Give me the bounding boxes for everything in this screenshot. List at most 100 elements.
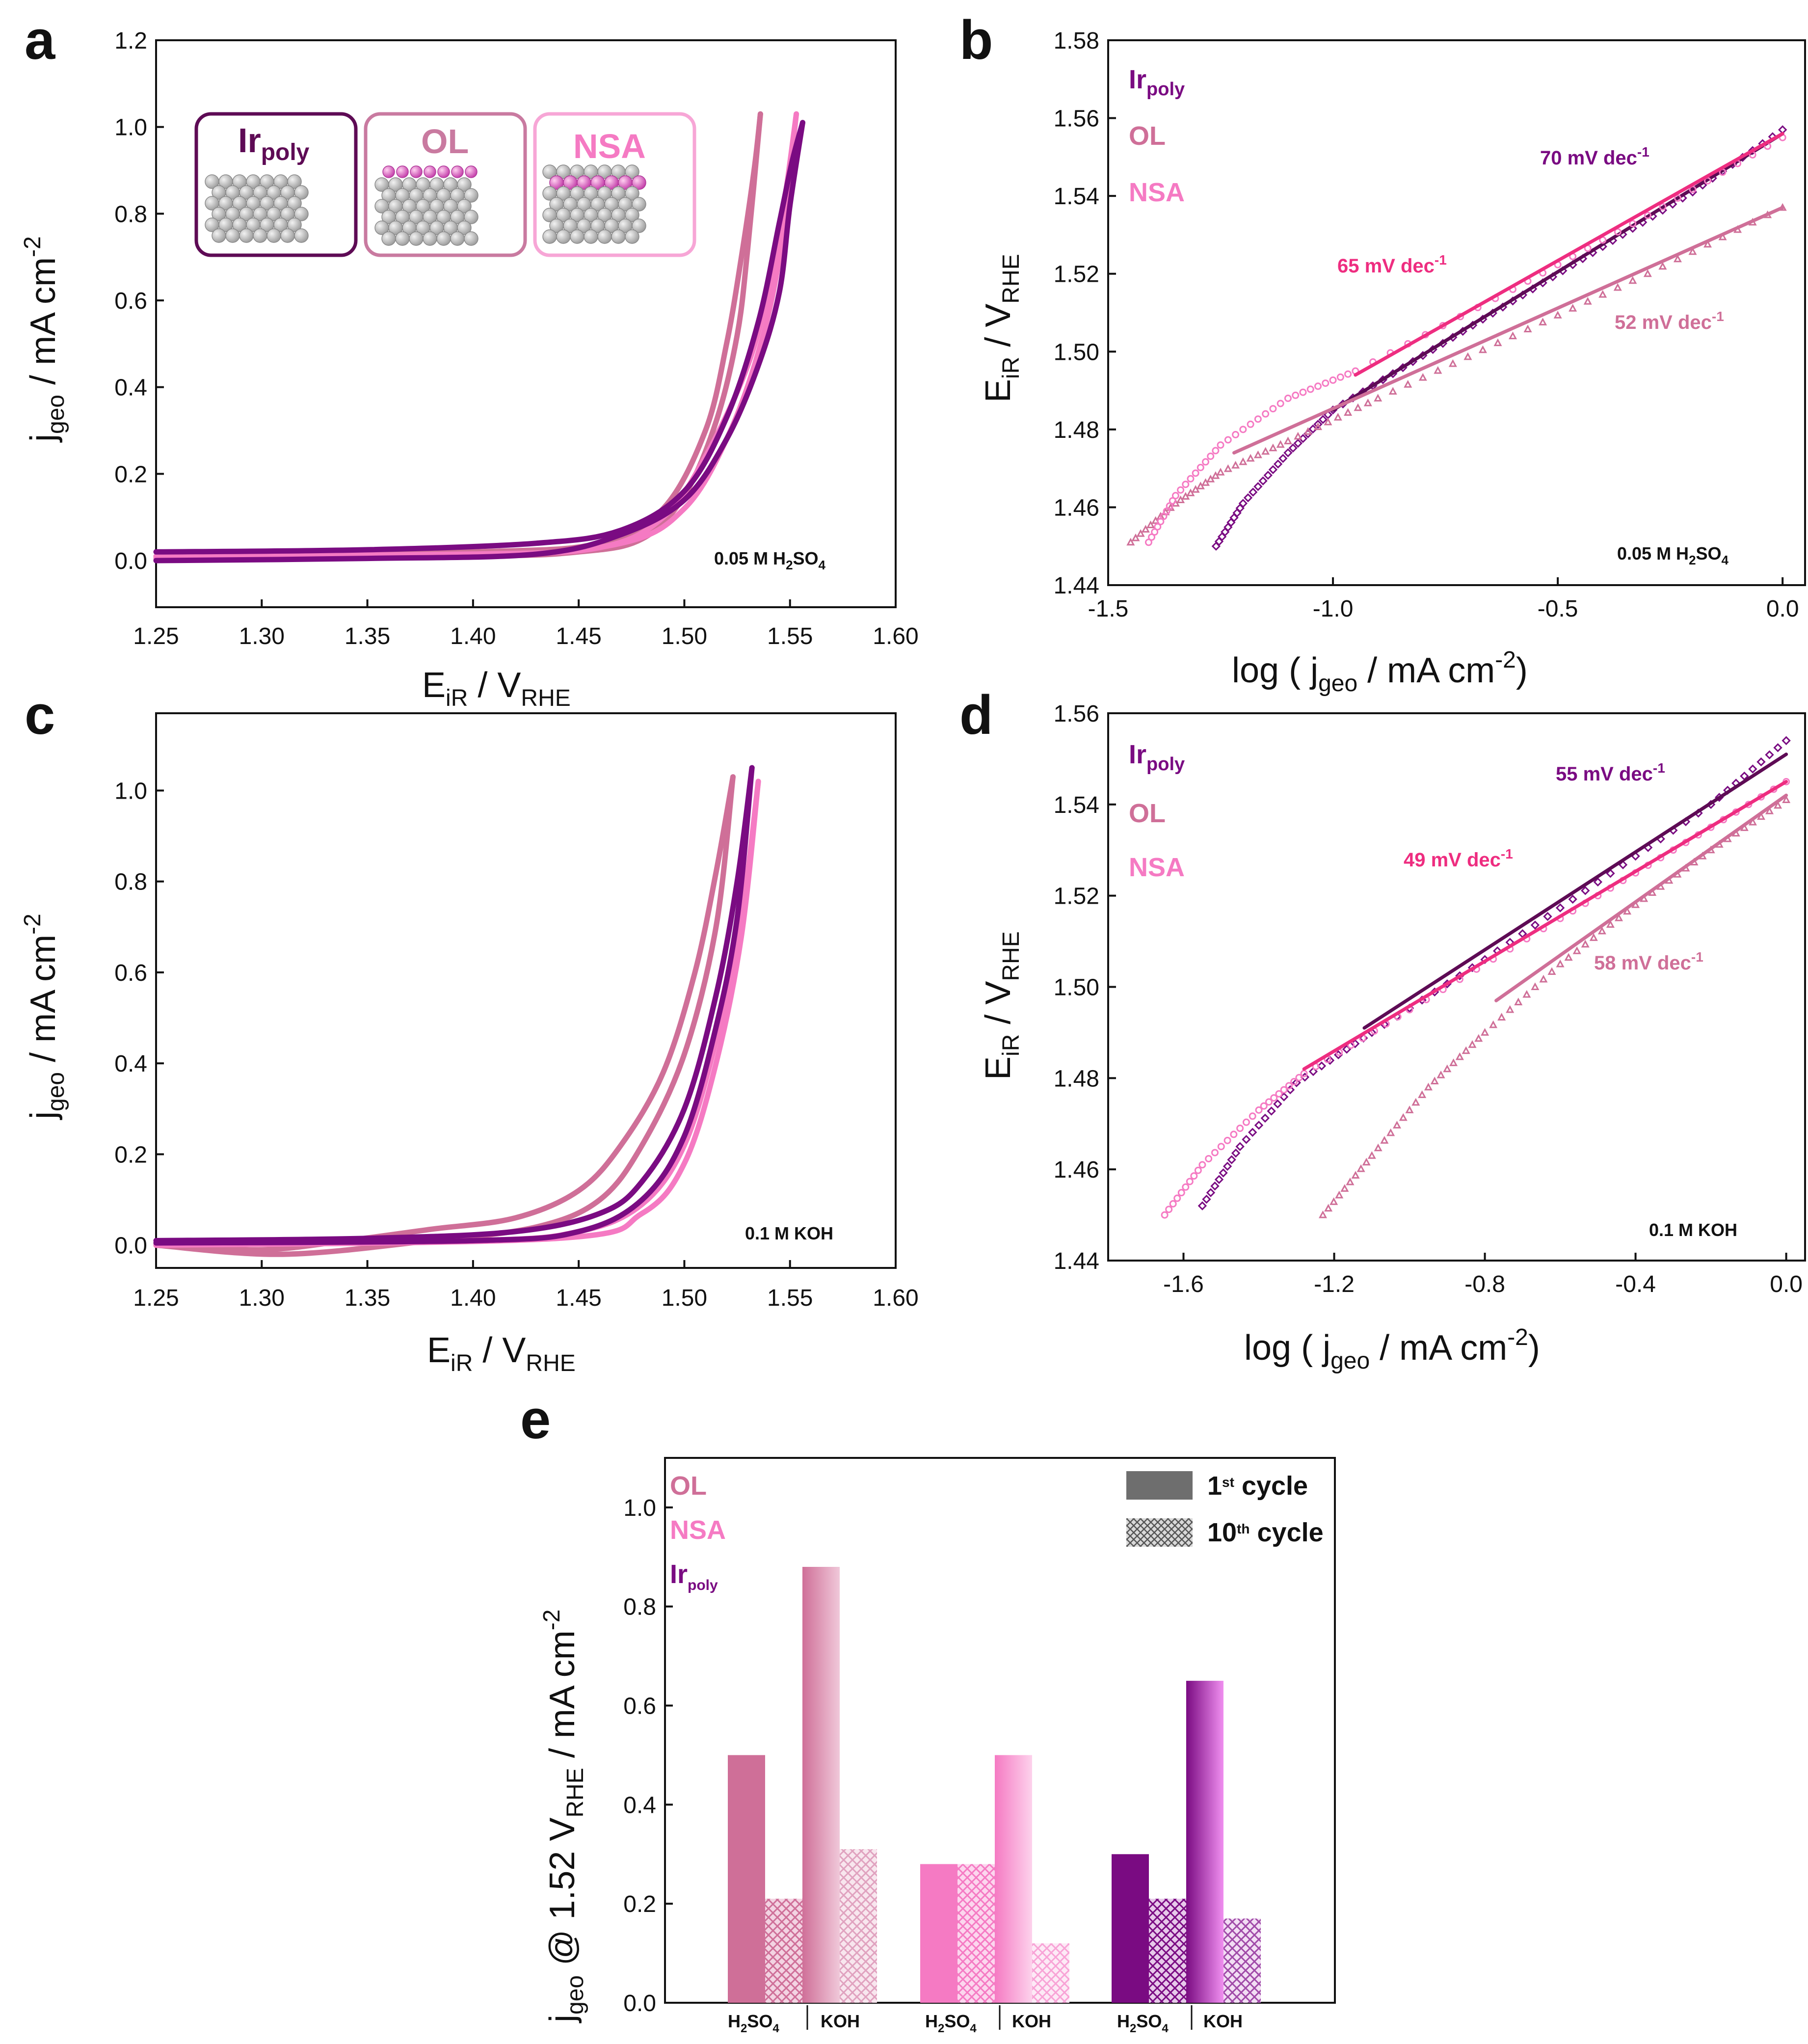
panel-d-point-ol — [1335, 1190, 1344, 1199]
panel-b-point-nsa — [1177, 486, 1185, 494]
panel-d-point-ir-poly — [1568, 894, 1577, 904]
panel-e-ytick-label: 0.2 — [623, 1891, 656, 1917]
panel-b-point-ol — [1206, 475, 1215, 483]
panel-b-point-nsa — [1196, 463, 1204, 471]
panel-a-ylabel-main: j — [24, 434, 63, 443]
panel-d-point-ir-poly — [1593, 877, 1603, 887]
panel-b-x-ticks: -1.5 -1.0 -0.5 0.0 — [1088, 577, 1799, 622]
cat-ir-h2so4-sub2: 4 — [1162, 2022, 1169, 2035]
panel-d-point-ir-poly — [1765, 750, 1774, 759]
panel-d-point-ir-poly — [1781, 736, 1791, 745]
panel-d-point-ir-poly — [1210, 1182, 1220, 1191]
panel-b-point-nsa — [1151, 528, 1159, 536]
panel-b-point-nsa — [1629, 220, 1637, 228]
panel-d-point-ol — [1481, 1028, 1489, 1036]
panel-d-point-nsa — [1194, 1166, 1202, 1174]
panel-c-ytick-label: 0.8 — [114, 869, 147, 895]
panel-e-cycle1-sup: st — [1222, 1475, 1234, 1490]
panel-b-series-nsa — [1144, 134, 1786, 546]
panel-b-point-ir-poly — [1263, 471, 1273, 480]
panel-b-point-ol — [1658, 262, 1667, 270]
panel-b-point-nsa — [1212, 447, 1220, 455]
panel-d-letter: d — [959, 684, 993, 746]
panel-c-xlabel-sub: iR — [451, 1350, 473, 1376]
panel-c-ytick-label: 0.4 — [114, 1051, 147, 1077]
panel-d-point-ol — [1614, 913, 1623, 921]
panel-b-point-ol — [1216, 467, 1225, 476]
panel-b-point-nsa — [1160, 512, 1168, 520]
panel-d-x-ticks: -1.6 -1.2 -0.8 -0.4 0.0 — [1163, 1253, 1803, 1297]
panel-b-ytick-label: 1.48 — [1054, 417, 1099, 443]
inset-atom — [457, 177, 472, 192]
panel-d-xlabel-pre: log ( j — [1244, 1328, 1330, 1368]
panel-b-series-ir-poly — [1211, 125, 1787, 551]
inset-atom — [632, 175, 646, 190]
bar-ir-poly-h2so4-cycle10 — [1149, 1899, 1186, 2003]
panel-d-point-nsa — [1182, 1183, 1190, 1191]
panel-d-series-ol — [1318, 795, 1791, 1218]
panel-b-point-nsa — [1344, 370, 1352, 378]
panel-b-series-ol — [1126, 203, 1787, 546]
panel-a-electrolyte-mid: SO — [793, 548, 819, 568]
panel-b-ylabel-sub2: RHE — [998, 254, 1024, 303]
inset-nsa-label: NSA — [573, 127, 646, 165]
inset-atom — [457, 199, 472, 214]
panel-a-xlabel-mid: / V — [468, 666, 521, 705]
inset-ol-label: OL — [421, 122, 469, 161]
panel-a-ytick-label: 0.8 — [114, 201, 147, 227]
panel-a-xtick-label: 1.45 — [556, 623, 601, 649]
panel-b-point-ol — [1324, 417, 1332, 426]
panel-d-point-nsa — [1255, 1106, 1263, 1114]
panel-b-legend-ir-poly: Irpoly — [1129, 65, 1185, 100]
cat-ol-h2so4-main: H — [728, 2011, 741, 2031]
panel-a-xtick-label: 1.40 — [450, 623, 496, 649]
panel-a-letter: a — [25, 9, 55, 71]
panel-d-ytick-label: 1.44 — [1054, 1248, 1099, 1274]
panel-d-electrolyte-label: 0.1 M KOH — [1649, 1220, 1737, 1240]
panel-a-electrolyte-sub1: 2 — [786, 558, 793, 572]
inset-atom — [225, 228, 240, 243]
panel-d-point-nsa — [1260, 1102, 1268, 1110]
panel-a-curves — [153, 111, 805, 564]
panel-b-ytick-label: 1.44 — [1054, 573, 1099, 599]
panel-b-point-ir-poly — [1778, 125, 1787, 134]
bar-nsa-h2so4-cycle10 — [957, 1864, 995, 2003]
panel-b-xlabel-sub: geo — [1318, 671, 1357, 697]
panel-d-point-nsa — [1211, 1149, 1219, 1156]
cat-ir-h2so4-mid: SO — [1136, 2011, 1162, 2031]
panel-e-legend-cycle10-swatch — [1126, 1518, 1193, 1547]
panel-d-data — [1161, 736, 1791, 1219]
panel-d-point-ol — [1374, 1143, 1383, 1152]
bar-ol-koh-cycle1 — [802, 1567, 840, 2003]
panel-d-point-ir-poly — [1273, 1099, 1282, 1109]
panel-d-plot-frame — [1107, 712, 1806, 1262]
panel-e-y-axis-label: jgeo @ 1.52 VRHE / mA cm-2 — [539, 1610, 588, 2023]
panel-d-point-ir-poly — [1219, 1168, 1228, 1178]
panel-b-slope-ol-text: 52 mV dec — [1615, 312, 1712, 333]
panel-d-slope-ir-sup: -1 — [1653, 760, 1665, 776]
panel-b-point-ol — [1434, 366, 1442, 374]
panel-b-legend-ir-main: Ir — [1129, 65, 1146, 94]
panel-e-ylabel-mid2: / mA cm — [543, 1630, 582, 1768]
inset-ir-main: Ir — [238, 121, 261, 160]
panel-d-legend-ir-main: Ir — [1129, 740, 1146, 769]
panel-b-point-ol — [1613, 283, 1622, 291]
panel-a-ylabel-sup: -2 — [20, 236, 46, 257]
bar-ir-poly-h2so4-cycle1 — [1112, 1854, 1149, 2003]
panel-b-electrolyte-mid: SO — [1696, 543, 1722, 564]
panel-b-point-ol — [1418, 373, 1427, 381]
panel-b-point-nsa — [1292, 391, 1300, 399]
inset-atom — [212, 228, 226, 243]
panel-b-legend-ir-sub: poly — [1146, 79, 1185, 100]
panel-b-point-nsa — [1157, 518, 1165, 525]
panel-b-point-nsa — [1144, 538, 1152, 546]
panel-b-point-ol — [1448, 359, 1457, 367]
cat-ir-h2so4-sub1: 2 — [1130, 2022, 1136, 2035]
panel-c-ylabel-sup: -2 — [20, 914, 46, 935]
panel-d-point-nsa — [1165, 1206, 1173, 1213]
panel-d-point-ol — [1329, 1197, 1338, 1205]
panel-d-point-ol — [1623, 907, 1632, 915]
inset-atom — [457, 220, 472, 235]
panel-b-point-ol — [1181, 492, 1190, 500]
